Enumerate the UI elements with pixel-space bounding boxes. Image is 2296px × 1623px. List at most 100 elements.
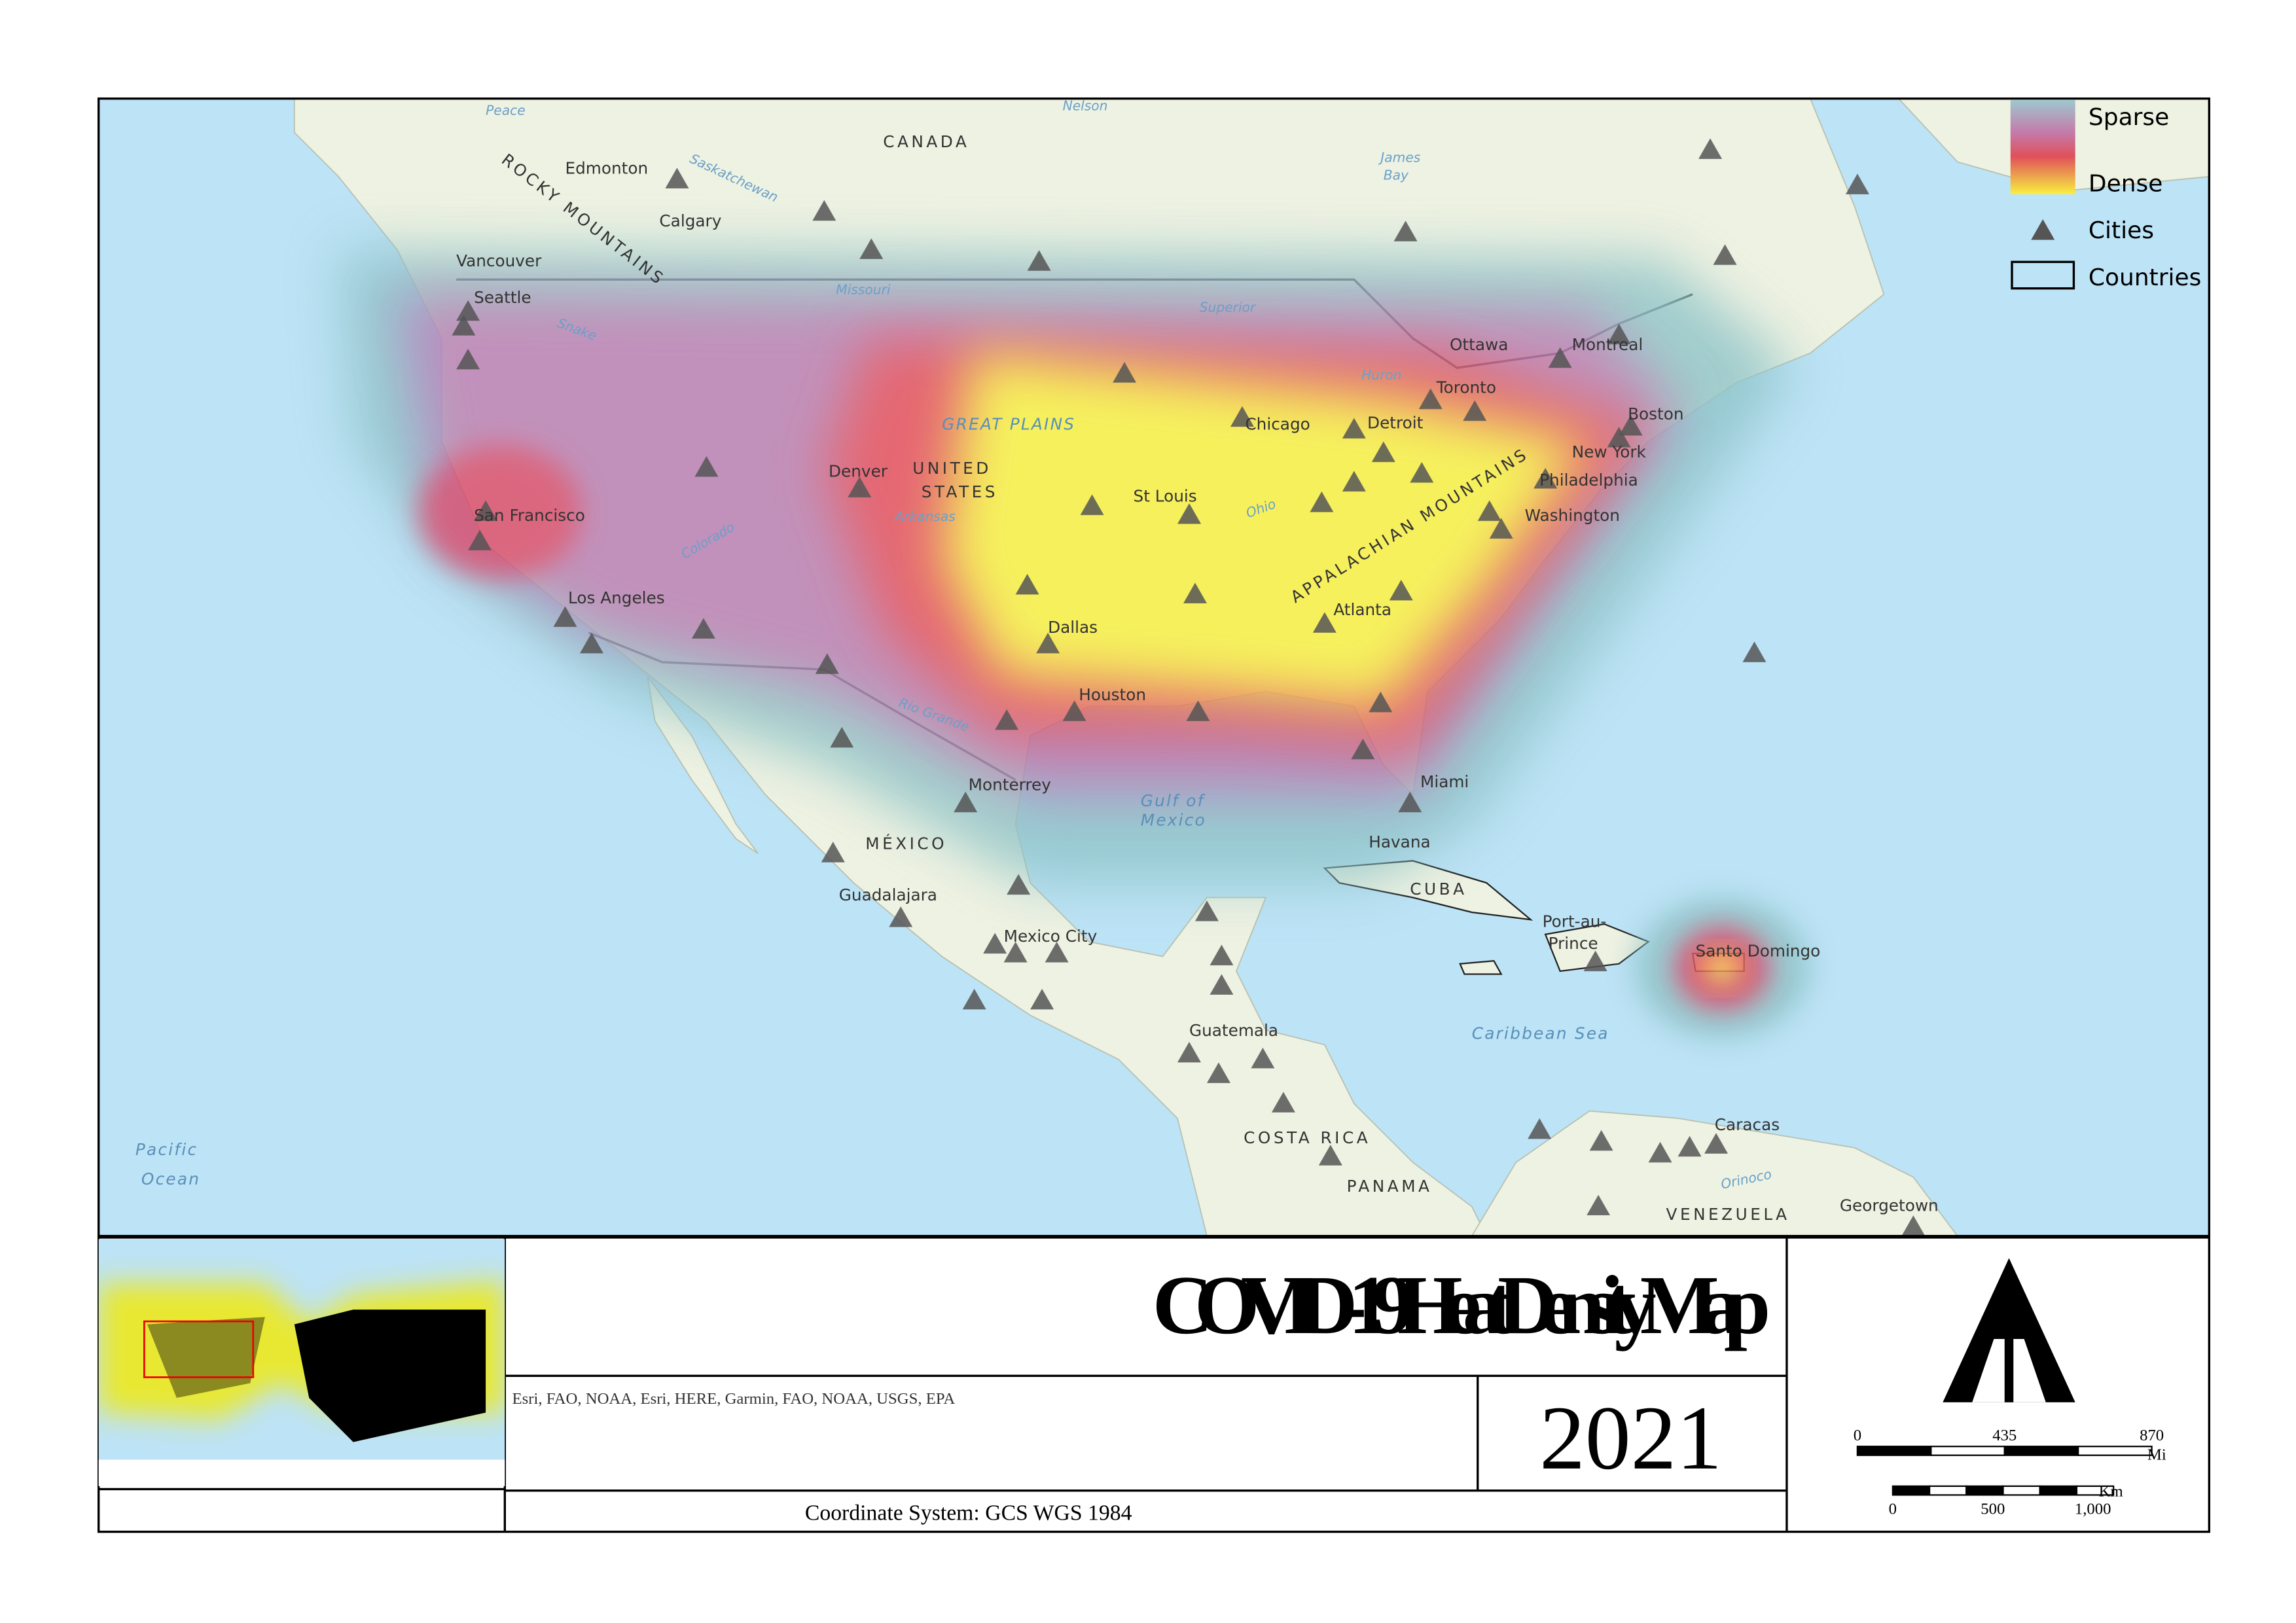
map-label: Bay (1384, 167, 1409, 183)
city (1003, 941, 1028, 963)
map-label: GREAT PLAINS (942, 415, 1075, 434)
city (1477, 500, 1501, 521)
legend-dense: Dense (2089, 170, 2163, 197)
main-map: EdmontonCalgaryVancouverSeattleCANADAROC… (98, 98, 2210, 1236)
city (691, 618, 715, 639)
city (1677, 1135, 1702, 1157)
map-label: Gulf of (1141, 791, 1206, 810)
map-label: Boston (1628, 404, 1683, 423)
city (1607, 323, 1631, 345)
map-label: Los Angeles (568, 588, 665, 607)
city (456, 348, 480, 370)
legend-country-symbol (2011, 260, 2075, 290)
map-title: COVID-19 Heat Density Map (1153, 1258, 1770, 1351)
map-label: Prince (1549, 934, 1598, 953)
map-label: Philadelphia (1539, 471, 1638, 490)
scale-unit: Mi (2147, 1446, 2166, 1463)
map-label: Edmonton (565, 158, 649, 177)
map-label: Washington (1525, 506, 1620, 525)
city (995, 709, 1019, 730)
map-label: MÉXICO (865, 834, 947, 853)
city (1489, 518, 1513, 539)
scale-segment (2002, 1485, 2041, 1496)
city (452, 315, 476, 336)
city (1410, 462, 1434, 483)
map-label: Port-au- (1543, 912, 1607, 931)
map-year: 2021 (1539, 1388, 1722, 1489)
map-label: Superior (1200, 300, 1257, 315)
scale-unit: Km (2099, 1483, 2123, 1501)
layout-panel (97, 1236, 2211, 1533)
scale-label: 500 (1981, 1501, 2005, 1518)
city (1210, 944, 1234, 965)
city (1648, 1141, 1672, 1163)
city (1183, 582, 1207, 603)
city (1534, 467, 1558, 489)
city (1342, 471, 1366, 491)
scale-segment (1856, 1446, 1932, 1456)
map-label: Caracas (1715, 1115, 1780, 1134)
map-label: PANAMA (1347, 1177, 1433, 1196)
city (1369, 691, 1393, 713)
hispaniola (1544, 923, 1650, 972)
city (1698, 138, 1722, 159)
map-label: St Louis (1134, 487, 1197, 506)
city (474, 500, 498, 521)
heat-sf (419, 446, 582, 579)
map-label: Mexico City (1004, 927, 1098, 946)
map-label: Arkansas (893, 508, 956, 524)
legend-city-symbol (2031, 219, 2055, 240)
city (962, 988, 986, 1010)
scale-segment (2039, 1485, 2078, 1496)
map-label: Mexico (1141, 810, 1206, 829)
city (1351, 738, 1375, 760)
map-label: James (1378, 149, 1420, 165)
heat-dense (942, 353, 1590, 707)
map-label: Monterrey (969, 775, 1051, 794)
scale-label: 1,000 (2075, 1501, 2111, 1518)
cities (452, 138, 1926, 1236)
coordinate-system: Coordinate System: GCS WGS 1984 (805, 1501, 1132, 1525)
city (1845, 173, 1869, 194)
city (1080, 494, 1104, 515)
credits: Esri, FAO, NOAA, Esri, HERE, Garmin, FAO… (512, 1390, 956, 1408)
city (815, 653, 839, 674)
city (1312, 612, 1336, 633)
city (1713, 244, 1737, 265)
map-label: Vancouver (456, 251, 542, 270)
map-label: Havana (1369, 832, 1430, 851)
city (1062, 700, 1086, 721)
city (1528, 1118, 1552, 1139)
city (1901, 1215, 1926, 1236)
map-label: Guatemala (1189, 1021, 1278, 1040)
city (579, 632, 603, 654)
map-label: Miami (1420, 772, 1469, 791)
city (1418, 388, 1443, 410)
map-label: Atlanta (1333, 600, 1391, 619)
map-label: Denver (829, 461, 888, 480)
city (1210, 974, 1234, 995)
scale-segment (1928, 1485, 1967, 1496)
map-label: Caribbean Sea (1472, 1024, 1609, 1043)
city (1393, 221, 1418, 241)
scale-segment (2077, 1446, 2153, 1456)
map-label: Pacific (135, 1140, 198, 1159)
city (1045, 941, 1069, 963)
city (1389, 579, 1413, 601)
city (1251, 1047, 1275, 1069)
scale-label: 870 (2140, 1427, 2164, 1444)
city (1607, 427, 1631, 448)
city (1177, 503, 1201, 524)
city (1015, 573, 1039, 595)
city (1113, 362, 1137, 383)
city (1036, 632, 1060, 654)
city (1589, 1130, 1613, 1151)
map-label: CUBA (1410, 880, 1467, 899)
city (1310, 491, 1334, 512)
city (468, 529, 492, 550)
map-label: Toronto (1436, 378, 1496, 397)
city (1463, 400, 1487, 421)
city (1398, 791, 1422, 813)
